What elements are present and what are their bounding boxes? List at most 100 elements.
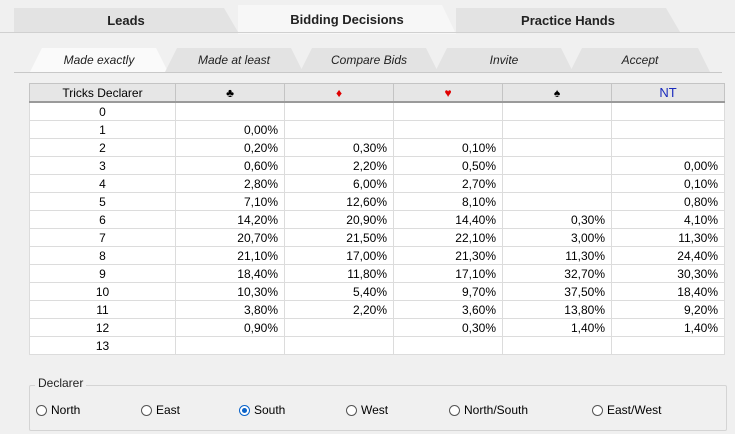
- percentage-cell-clubs[interactable]: 18,40%: [175, 264, 285, 283]
- percentage-cell-diamonds[interactable]: 12,60%: [284, 192, 394, 211]
- percentage-cell-diamonds[interactable]: 2,20%: [284, 156, 394, 175]
- tricks-cell[interactable]: 10: [29, 282, 176, 301]
- radio-south[interactable]: South: [239, 403, 285, 417]
- percentage-cell-clubs[interactable]: 10,30%: [175, 282, 285, 301]
- tricks-cell[interactable]: 11: [29, 300, 176, 319]
- tricks-cell[interactable]: 4: [29, 174, 176, 193]
- percentage-cell-clubs[interactable]: 2,80%: [175, 174, 285, 193]
- tricks-cell[interactable]: 8: [29, 246, 176, 265]
- tricks-cell[interactable]: 2: [29, 138, 176, 157]
- percentage-cell-notrump[interactable]: 0,00%: [611, 156, 725, 175]
- percentage-cell-notrump[interactable]: 1,40%: [611, 318, 725, 337]
- percentage-cell-spades[interactable]: [502, 138, 612, 157]
- percentage-cell-spades[interactable]: 13,80%: [502, 300, 612, 319]
- tricks-cell[interactable]: 6: [29, 210, 176, 229]
- percentage-cell-spades[interactable]: [502, 120, 612, 139]
- percentage-cell-notrump[interactable]: 18,40%: [611, 282, 725, 301]
- percentage-cell-hearts[interactable]: 22,10%: [393, 228, 503, 247]
- percentage-cell-hearts[interactable]: 0,30%: [393, 318, 503, 337]
- radio-west[interactable]: West: [346, 403, 388, 417]
- percentage-cell-notrump[interactable]: 9,20%: [611, 300, 725, 319]
- tricks-cell[interactable]: 12: [29, 318, 176, 337]
- column-header-tricks-declarer[interactable]: Tricks Declarer: [29, 83, 176, 103]
- column-header-hearts[interactable]: ♥: [393, 83, 503, 103]
- column-header-notrump[interactable]: NT: [611, 83, 725, 103]
- radio-east-west-circle[interactable]: [592, 404, 603, 416]
- percentage-cell-notrump[interactable]: [611, 101, 725, 121]
- percentage-cell-hearts[interactable]: 9,70%: [393, 282, 503, 301]
- percentage-cell-clubs[interactable]: 0,90%: [175, 318, 285, 337]
- percentage-cell-diamonds[interactable]: 6,00%: [284, 174, 394, 193]
- percentage-cell-clubs[interactable]: 3,80%: [175, 300, 285, 319]
- percentage-cell-diamonds[interactable]: 11,80%: [284, 264, 394, 283]
- percentage-cell-notrump[interactable]: 24,40%: [611, 246, 725, 265]
- percentage-cell-diamonds[interactable]: 20,90%: [284, 210, 394, 229]
- percentage-cell-spades[interactable]: [502, 156, 612, 175]
- percentage-cell-notrump[interactable]: 4,10%: [611, 210, 725, 229]
- percentage-cell-notrump[interactable]: 30,30%: [611, 264, 725, 283]
- percentage-cell-clubs[interactable]: [175, 101, 285, 121]
- percentage-cell-spades[interactable]: 11,30%: [502, 246, 612, 265]
- radio-north[interactable]: North: [36, 403, 80, 417]
- tricks-cell[interactable]: 5: [29, 192, 176, 211]
- percentage-cell-clubs[interactable]: 14,20%: [175, 210, 285, 229]
- percentage-cell-hearts[interactable]: 17,10%: [393, 264, 503, 283]
- percentage-cell-diamonds[interactable]: [284, 120, 394, 139]
- percentage-cell-spades[interactable]: 3,00%: [502, 228, 612, 247]
- percentage-cell-notrump[interactable]: [611, 120, 725, 139]
- percentage-cell-spades[interactable]: [502, 174, 612, 193]
- percentage-cell-hearts[interactable]: 0,10%: [393, 138, 503, 157]
- percentage-cell-clubs[interactable]: 0,20%: [175, 138, 285, 157]
- subtab-made-at-least[interactable]: Made at least: [165, 48, 303, 72]
- radio-east-west[interactable]: East/West: [592, 403, 661, 417]
- radio-north-south-circle[interactable]: [449, 404, 460, 416]
- subtab-accept[interactable]: Accept: [570, 48, 710, 72]
- radio-east-circle[interactable]: [141, 404, 152, 416]
- percentage-cell-spades[interactable]: 37,50%: [502, 282, 612, 301]
- subtab-made-exactly[interactable]: Made exactly: [30, 48, 168, 72]
- radio-east[interactable]: East: [141, 403, 180, 417]
- percentage-cell-hearts[interactable]: 0,50%: [393, 156, 503, 175]
- percentage-cell-clubs[interactable]: 0,00%: [175, 120, 285, 139]
- subtab-invite[interactable]: Invite: [435, 48, 573, 72]
- column-header-spades[interactable]: ♠: [502, 83, 612, 103]
- percentage-cell-clubs[interactable]: [175, 336, 285, 355]
- tricks-cell[interactable]: 3: [29, 156, 176, 175]
- percentage-cell-clubs[interactable]: 7,10%: [175, 192, 285, 211]
- percentage-cell-spades[interactable]: [502, 336, 612, 355]
- tab-practice-hands[interactable]: Practice Hands: [456, 8, 680, 32]
- percentage-cell-notrump[interactable]: 0,10%: [611, 174, 725, 193]
- percentage-cell-hearts[interactable]: [393, 120, 503, 139]
- percentage-cell-notrump[interactable]: [611, 138, 725, 157]
- tab-leads[interactable]: Leads: [14, 8, 238, 32]
- percentage-cell-hearts[interactable]: 2,70%: [393, 174, 503, 193]
- percentage-cell-notrump[interactable]: 0,80%: [611, 192, 725, 211]
- tab-bidding-decisions[interactable]: Bidding Decisions: [238, 5, 456, 34]
- percentage-cell-diamonds[interactable]: 0,30%: [284, 138, 394, 157]
- percentage-cell-hearts[interactable]: 21,30%: [393, 246, 503, 265]
- percentage-cell-clubs[interactable]: 0,60%: [175, 156, 285, 175]
- percentage-cell-diamonds[interactable]: 5,40%: [284, 282, 394, 301]
- percentage-cell-hearts[interactable]: 8,10%: [393, 192, 503, 211]
- radio-south-circle[interactable]: [239, 404, 250, 416]
- percentage-cell-spades[interactable]: [502, 192, 612, 211]
- radio-north-south[interactable]: North/South: [449, 403, 528, 417]
- percentage-cell-hearts[interactable]: [393, 101, 503, 121]
- percentage-cell-diamonds[interactable]: [284, 336, 394, 355]
- radio-north-circle[interactable]: [36, 404, 47, 416]
- percentage-cell-spades[interactable]: 32,70%: [502, 264, 612, 283]
- percentage-cell-diamonds[interactable]: [284, 318, 394, 337]
- percentage-cell-diamonds[interactable]: 17,00%: [284, 246, 394, 265]
- percentage-cell-hearts[interactable]: 3,60%: [393, 300, 503, 319]
- percentage-cell-spades[interactable]: 1,40%: [502, 318, 612, 337]
- column-header-clubs[interactable]: ♣: [175, 83, 285, 103]
- percentage-cell-diamonds[interactable]: 21,50%: [284, 228, 394, 247]
- percentage-cell-clubs[interactable]: 21,10%: [175, 246, 285, 265]
- tricks-cell[interactable]: 1: [29, 120, 176, 139]
- percentage-cell-notrump[interactable]: [611, 336, 725, 355]
- column-header-diamonds[interactable]: ♦: [284, 83, 394, 103]
- tricks-cell[interactable]: 0: [29, 101, 176, 121]
- tricks-cell[interactable]: 9: [29, 264, 176, 283]
- subtab-compare-bids[interactable]: Compare Bids: [300, 48, 438, 72]
- percentage-cell-hearts[interactable]: [393, 336, 503, 355]
